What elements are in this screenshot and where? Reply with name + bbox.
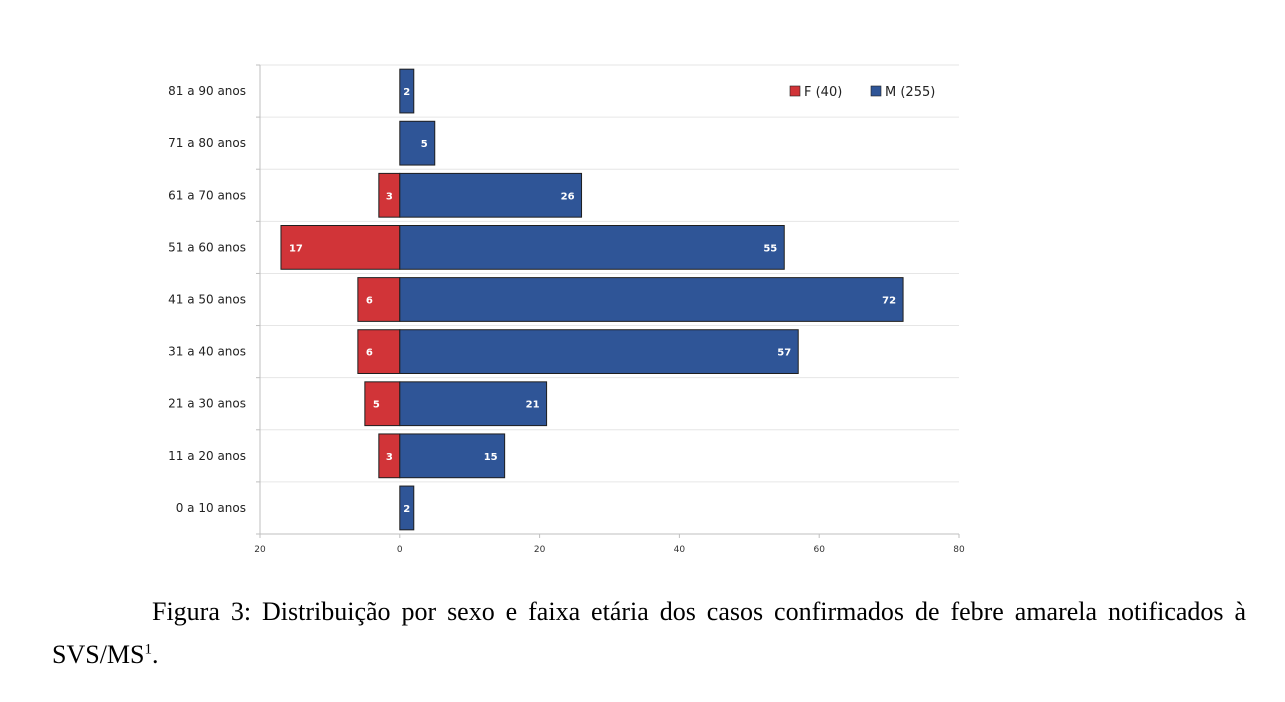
caption-suffix: .	[152, 640, 159, 669]
bar-m	[399, 277, 904, 322]
bar-m	[399, 120, 436, 166]
bar-m	[399, 172, 583, 218]
bar-m	[399, 329, 799, 374]
x-tick-label: 0	[397, 545, 403, 555]
bar-f	[364, 381, 401, 427]
bar-m	[399, 225, 785, 270]
data-label: 3	[386, 191, 393, 202]
category-label: 0 a 10 anos	[176, 501, 246, 515]
legend-swatch	[789, 85, 801, 97]
x-tick-labels: 20 0 20 40 60 80	[254, 534, 965, 555]
x-tick-label: 40	[674, 545, 686, 555]
data-label: 5	[373, 400, 380, 411]
bar-m	[399, 381, 548, 427]
data-label: 5	[421, 139, 428, 150]
data-label: 6	[366, 296, 373, 307]
legend-label: M (255)	[885, 85, 935, 100]
bar-m	[399, 485, 415, 531]
data-label: 55	[763, 243, 777, 254]
data-label: 17	[289, 243, 303, 254]
data-label: 21	[526, 400, 540, 411]
bars-group: 2 3 15 5 21 6 57 6 72 17 55 3 26 5 2	[280, 68, 904, 531]
figure-caption: Figura 3: Distribuição por sexo e faixa …	[52, 590, 1246, 676]
bar-f	[357, 277, 401, 322]
bar-m	[399, 433, 506, 479]
category-label: 61 a 70 anos	[168, 188, 246, 202]
category-label: 71 a 80 anos	[168, 136, 246, 150]
category-label: 31 a 40 anos	[168, 345, 246, 359]
legend: F (40) M (255)	[789, 85, 935, 100]
data-label: 72	[882, 296, 896, 307]
category-label: 11 a 20 anos	[168, 449, 246, 463]
data-label: 15	[484, 452, 498, 463]
data-label: 6	[366, 348, 373, 359]
legend-label: F (40)	[804, 85, 842, 100]
data-label: 2	[403, 504, 410, 515]
caption-text: Figura 3: Distribuição por sexo e faixa …	[52, 597, 1246, 669]
category-labels: 0 a 10 anos 11 a 20 anos 21 a 30 anos 31 a …	[168, 84, 246, 515]
bar-f	[357, 329, 401, 374]
x-tick-label: 60	[813, 545, 825, 555]
bar-f	[280, 225, 401, 270]
data-label: 3	[386, 452, 393, 463]
bar-m	[399, 68, 415, 114]
category-label: 51 a 60 anos	[168, 240, 246, 254]
data-label: 57	[777, 348, 791, 359]
category-label: 21 a 30 anos	[168, 397, 246, 411]
data-label: 26	[561, 191, 575, 202]
x-tick-label: 20	[534, 545, 546, 555]
legend-swatch	[870, 85, 882, 97]
category-label: 81 a 90 anos	[168, 84, 246, 98]
category-label: 41 a 50 anos	[168, 293, 246, 307]
pyramid-chart: 2 3 15 5 21 6 57 6 72 17 55 3 26 5 2 0 a 10 anos 11 a 2…	[168, 64, 965, 555]
x-tick-label: 80	[953, 545, 965, 555]
x-tick-label: 20	[254, 545, 266, 555]
data-label: 2	[403, 87, 410, 98]
caption-superscript: 1	[144, 641, 153, 658]
